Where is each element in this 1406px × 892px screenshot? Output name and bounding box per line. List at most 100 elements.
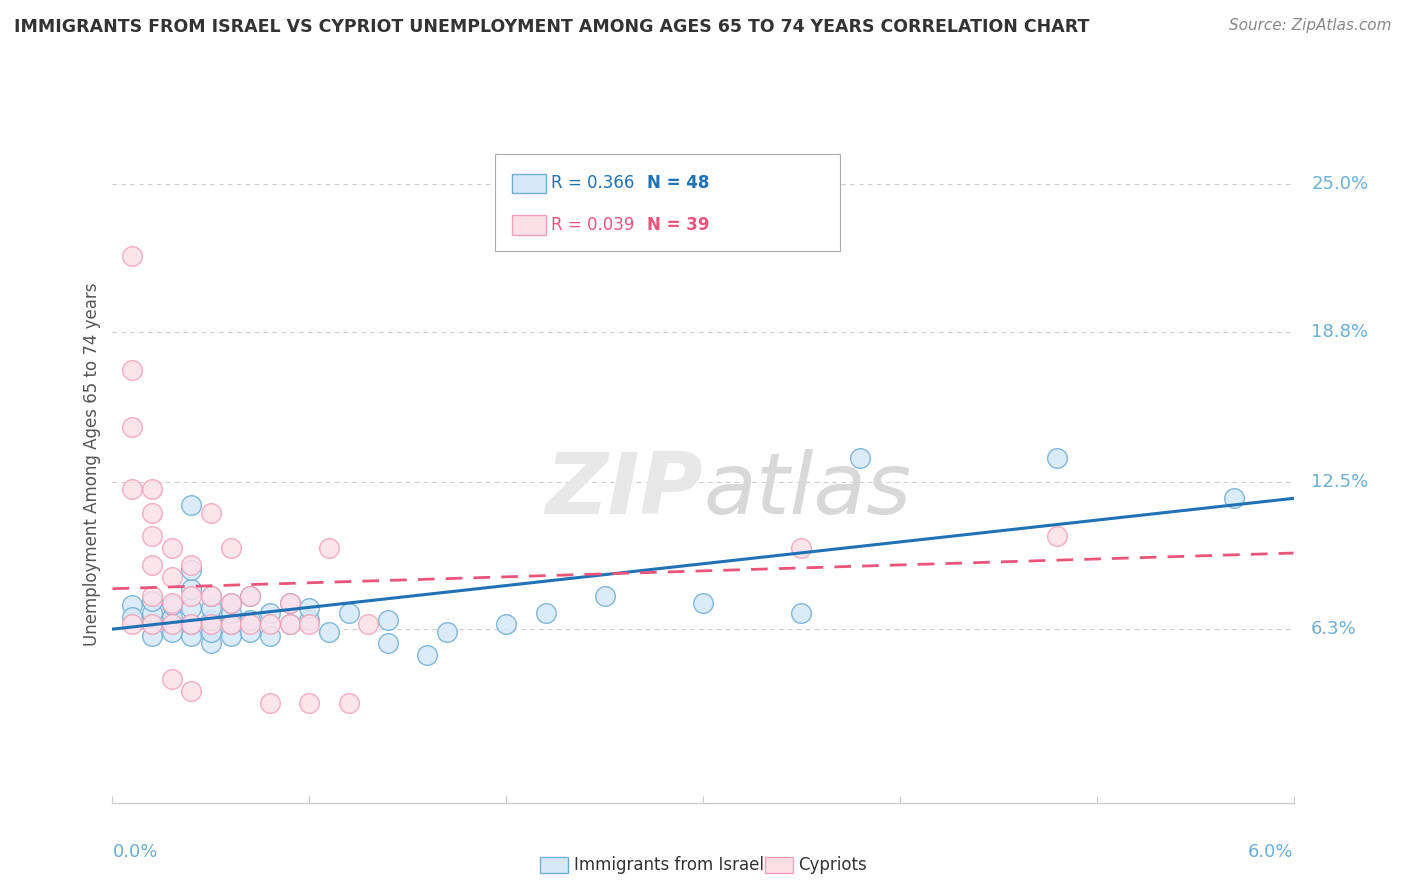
Point: [141, 617, 163, 632]
Point: [219, 629, 242, 643]
Point: [141, 589, 163, 603]
Point: [180, 617, 202, 632]
Text: 6.0%: 6.0%: [1249, 844, 1294, 862]
Point: [180, 589, 202, 603]
Point: [239, 617, 262, 632]
Point: [180, 558, 202, 572]
Point: [180, 582, 202, 596]
Text: 0.0%: 0.0%: [112, 844, 157, 862]
Point: [141, 506, 163, 520]
Text: R = 0.039: R = 0.039: [551, 216, 634, 234]
Point: [259, 696, 281, 710]
Point: [121, 363, 143, 377]
Point: [141, 482, 163, 496]
Point: [298, 600, 321, 615]
Y-axis label: Unemployment Among Ages 65 to 74 years: Unemployment Among Ages 65 to 74 years: [83, 282, 101, 646]
Point: [337, 696, 360, 710]
Point: [219, 617, 242, 632]
Text: Source: ZipAtlas.com: Source: ZipAtlas.com: [1229, 18, 1392, 33]
Text: 18.8%: 18.8%: [1312, 323, 1368, 341]
Point: [200, 589, 222, 603]
Point: [219, 596, 242, 610]
Point: [318, 624, 340, 639]
Point: [495, 617, 517, 632]
Point: [141, 629, 163, 643]
Point: [298, 613, 321, 627]
Point: [298, 696, 321, 710]
Point: [160, 570, 183, 584]
Point: [180, 617, 202, 632]
Point: [377, 613, 399, 627]
Text: Cypriots: Cypriots: [799, 856, 868, 874]
Point: [200, 624, 222, 639]
Point: [259, 606, 281, 620]
Point: [121, 420, 143, 434]
Point: [849, 450, 872, 465]
Point: [790, 606, 813, 620]
Point: [141, 593, 163, 607]
Point: [200, 617, 222, 632]
Point: [219, 541, 242, 556]
Point: [121, 599, 143, 613]
Point: [180, 499, 202, 513]
Text: ZIP: ZIP: [546, 450, 703, 533]
Point: [121, 610, 143, 624]
Point: [278, 596, 301, 610]
Point: [200, 589, 222, 603]
Point: [219, 606, 242, 620]
Point: [160, 672, 183, 686]
Point: [121, 249, 143, 263]
Point: [141, 529, 163, 543]
Text: N = 39: N = 39: [647, 216, 710, 234]
Text: N = 48: N = 48: [647, 175, 710, 193]
Point: [121, 482, 143, 496]
Point: [318, 541, 340, 556]
Point: [160, 617, 183, 632]
Point: [239, 613, 262, 627]
Point: [141, 606, 163, 620]
Point: [337, 606, 360, 620]
Point: [278, 596, 301, 610]
Point: [692, 596, 714, 610]
Text: 12.5%: 12.5%: [1312, 473, 1368, 491]
Text: R = 0.366: R = 0.366: [551, 175, 634, 193]
Point: [180, 629, 202, 643]
Point: [259, 629, 281, 643]
Point: [239, 589, 262, 603]
Point: [534, 606, 557, 620]
Point: [141, 558, 163, 572]
Point: [141, 617, 163, 632]
Point: [593, 589, 616, 603]
Point: [200, 506, 222, 520]
Point: [436, 624, 458, 639]
Point: [298, 617, 321, 632]
Point: [160, 610, 183, 624]
Point: [377, 636, 399, 650]
Text: atlas: atlas: [703, 450, 911, 533]
Point: [200, 613, 222, 627]
Point: [259, 617, 281, 632]
Point: [219, 617, 242, 632]
Point: [357, 617, 380, 632]
Point: [278, 617, 301, 632]
Point: [790, 541, 813, 556]
Point: [180, 563, 202, 577]
Text: Immigrants from Israel: Immigrants from Israel: [574, 856, 763, 874]
Point: [180, 684, 202, 698]
Point: [1046, 529, 1069, 543]
Point: [160, 541, 183, 556]
Point: [239, 589, 262, 603]
Point: [239, 624, 262, 639]
Point: [160, 596, 183, 610]
Text: IMMIGRANTS FROM ISRAEL VS CYPRIOT UNEMPLOYMENT AMONG AGES 65 TO 74 YEARS CORRELA: IMMIGRANTS FROM ISRAEL VS CYPRIOT UNEMPL…: [14, 18, 1090, 36]
Text: 25.0%: 25.0%: [1312, 176, 1368, 194]
Point: [160, 617, 183, 632]
Point: [121, 617, 143, 632]
Point: [180, 600, 202, 615]
Point: [1046, 450, 1069, 465]
Point: [278, 617, 301, 632]
Point: [200, 636, 222, 650]
Text: 6.3%: 6.3%: [1312, 620, 1357, 638]
Point: [160, 599, 183, 613]
Point: [160, 624, 183, 639]
